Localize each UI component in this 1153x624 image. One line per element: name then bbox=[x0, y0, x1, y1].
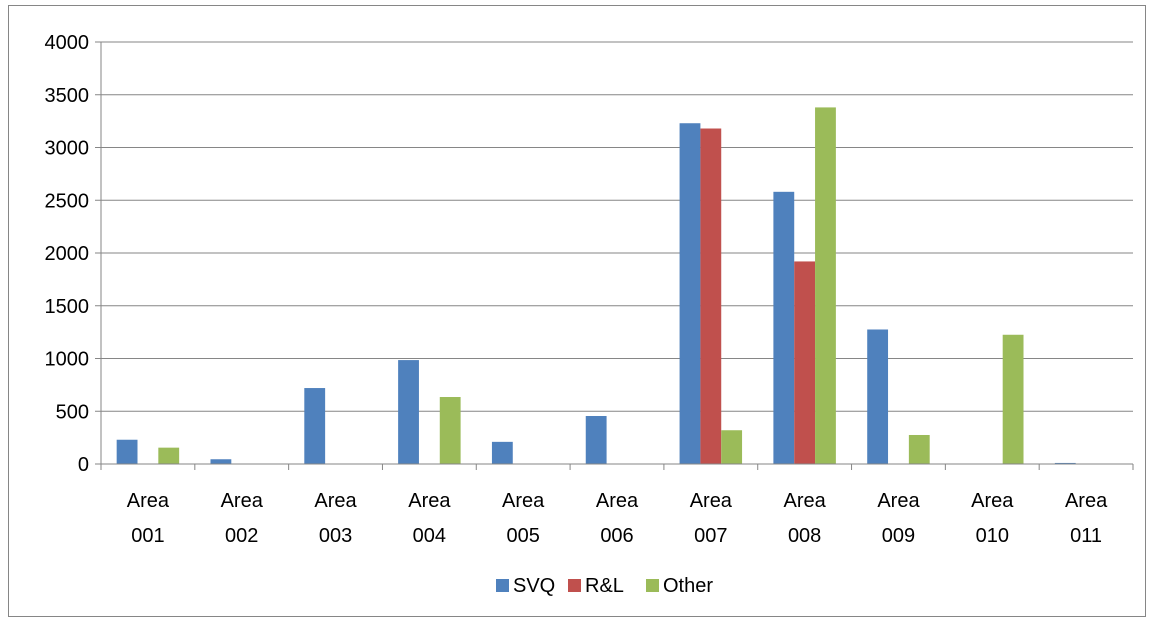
x-tick-label: Area bbox=[971, 490, 1014, 512]
bar-svq-2 bbox=[304, 388, 326, 464]
bar-other-9 bbox=[1002, 334, 1024, 464]
legend-swatch-other bbox=[646, 579, 659, 592]
bar-svq-1 bbox=[210, 459, 232, 464]
y-tick-label: 500 bbox=[56, 401, 89, 423]
x-tick-label: Area bbox=[1065, 490, 1108, 512]
x-tick-label: 008 bbox=[788, 525, 821, 547]
x-tick-label: Area bbox=[221, 490, 264, 512]
x-tick-label: 001 bbox=[131, 525, 164, 547]
legend-label-svq: SVQ bbox=[513, 575, 555, 597]
x-tick-label: Area bbox=[877, 490, 920, 512]
legend-swatch-svq bbox=[496, 579, 509, 592]
x-tick-label: Area bbox=[408, 490, 451, 512]
bar-other-7 bbox=[815, 107, 836, 464]
x-tick-label: 005 bbox=[506, 525, 539, 547]
x-tick-label: Area bbox=[690, 490, 733, 512]
x-tick-labels: Area 001 Area 002 Area 003 Area 004 Area 005 Area 0… bbox=[127, 490, 1108, 547]
bar-svq-8 bbox=[867, 329, 889, 464]
bar-svq-4 bbox=[491, 441, 513, 464]
gridlines bbox=[101, 41, 1133, 412]
y-tick-label: 0 bbox=[78, 454, 89, 476]
bar-rl-7 bbox=[794, 261, 816, 464]
x-tick-label: Area bbox=[784, 490, 827, 512]
legend: SVQ R&L Other bbox=[496, 575, 713, 597]
bar-svq-0 bbox=[116, 439, 138, 464]
bar-svq-7 bbox=[773, 191, 795, 464]
x-tick-label: 003 bbox=[319, 525, 352, 547]
bar-svq-10 bbox=[1054, 462, 1076, 464]
legend-label-other: Other bbox=[663, 575, 713, 597]
x-tick-label: 007 bbox=[694, 525, 727, 547]
x-tick-label: 011 bbox=[1070, 525, 1102, 547]
y-tick-label: 4000 bbox=[45, 32, 90, 54]
bar-other-3 bbox=[439, 397, 461, 464]
y-tick-label: 2500 bbox=[45, 190, 90, 212]
x-tick-label: Area bbox=[596, 490, 639, 512]
axes bbox=[95, 41, 1134, 470]
y-tick-labels: 0 500 1000 1500 2000 2500 3000 3500 4000 bbox=[45, 32, 90, 476]
legend-swatch-rl bbox=[568, 579, 581, 592]
x-tick-label: 009 bbox=[882, 525, 915, 547]
x-tick-label: Area bbox=[314, 490, 357, 512]
x-tick-label: 006 bbox=[600, 525, 633, 547]
bar-other-0 bbox=[158, 447, 180, 464]
x-tick-label: Area bbox=[502, 490, 545, 512]
y-tick-label: 1500 bbox=[45, 296, 90, 318]
x-tick-label: 010 bbox=[976, 525, 1009, 547]
bars bbox=[116, 107, 1076, 465]
bar-chart: 0 500 1000 1500 2000 2500 3000 3500 4000 Area 001… bbox=[45, 32, 1134, 597]
x-tick-label: 002 bbox=[225, 525, 258, 547]
bar-svq-3 bbox=[398, 360, 419, 464]
y-tick-label: 3000 bbox=[45, 138, 90, 160]
legend-label-rl: R&L bbox=[585, 575, 624, 597]
x-tick-label: 004 bbox=[413, 525, 446, 547]
bar-svq-6 bbox=[679, 123, 701, 465]
chart-area: 0 500 1000 1500 2000 2500 3000 3500 4000 Area 001… bbox=[8, 5, 1146, 617]
bar-svq-5 bbox=[585, 415, 607, 464]
y-tick-label: 3500 bbox=[45, 85, 90, 107]
bar-other-6 bbox=[721, 430, 743, 464]
bar-rl-6 bbox=[700, 128, 722, 464]
y-tick-label: 1000 bbox=[45, 349, 90, 371]
y-tick-label: 2000 bbox=[45, 243, 90, 265]
x-tick-label: Area bbox=[127, 490, 170, 512]
bar-other-8 bbox=[908, 434, 930, 464]
